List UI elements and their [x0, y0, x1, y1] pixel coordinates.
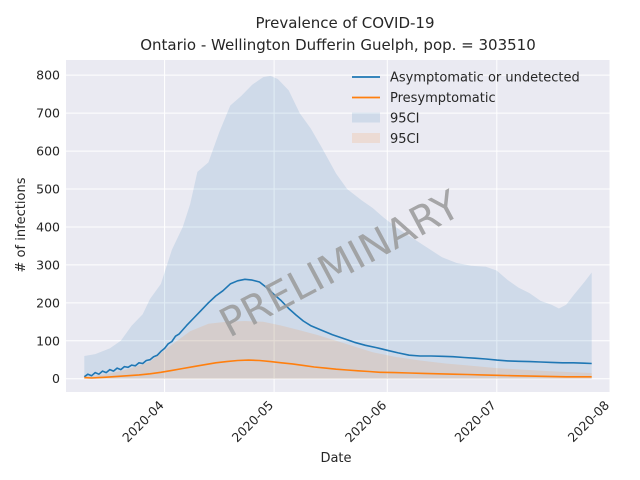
legend-label: 95CI: [390, 112, 419, 127]
gridlines: [66, 60, 611, 392]
y-tick-label: 400: [36, 219, 60, 234]
y-axis-label: # of infections: [14, 177, 29, 272]
y-tick-label: 600: [36, 144, 60, 159]
y-tick-label: 700: [36, 106, 60, 121]
legend-label: Presymptomatic: [390, 91, 496, 106]
chart-title: Prevalence of COVID-19: [255, 14, 434, 32]
y-tick-label: 800: [36, 68, 60, 83]
series-lines: [83, 278, 592, 379]
x-axis-label: Date: [320, 451, 351, 466]
y-axis-ticks: 0 100 200 300 400 500 600 700 800: [36, 68, 60, 387]
chart-subtitle: Ontario - Wellington Dufferin Guelph, po…: [140, 36, 536, 54]
y-tick-label: 300: [36, 257, 60, 272]
x-tick-label: 2020-04: [119, 397, 167, 445]
x-tick-label: 2020-07: [451, 398, 499, 446]
ci-band-2: [84, 75, 592, 379]
series-line-1: [84, 359, 592, 379]
legend-label: 95CI: [390, 132, 419, 147]
y-tick-label: 100: [36, 333, 60, 348]
y-tick-label: 500: [36, 182, 60, 197]
legend-swatch-band: [352, 112, 380, 123]
legend-swatch-band: [352, 133, 380, 143]
x-axis-ticks: 2020-04 2020-05 2020-06 2020-07 2020-08: [119, 397, 612, 445]
legend-label: Asymptomatic or undetected: [390, 71, 580, 86]
x-tick-label: 2020-05: [229, 398, 277, 446]
plot-area: [66, 60, 611, 392]
series-line-0: [83, 278, 592, 378]
x-tick-label: 2020-08: [565, 397, 613, 445]
x-tick-label: 2020-06: [342, 397, 390, 445]
legend: Asymptomatic or undetected Presymptomatic…: [352, 71, 580, 147]
y-tick-label: 0: [52, 371, 60, 386]
y-tick-label: 200: [36, 295, 60, 310]
